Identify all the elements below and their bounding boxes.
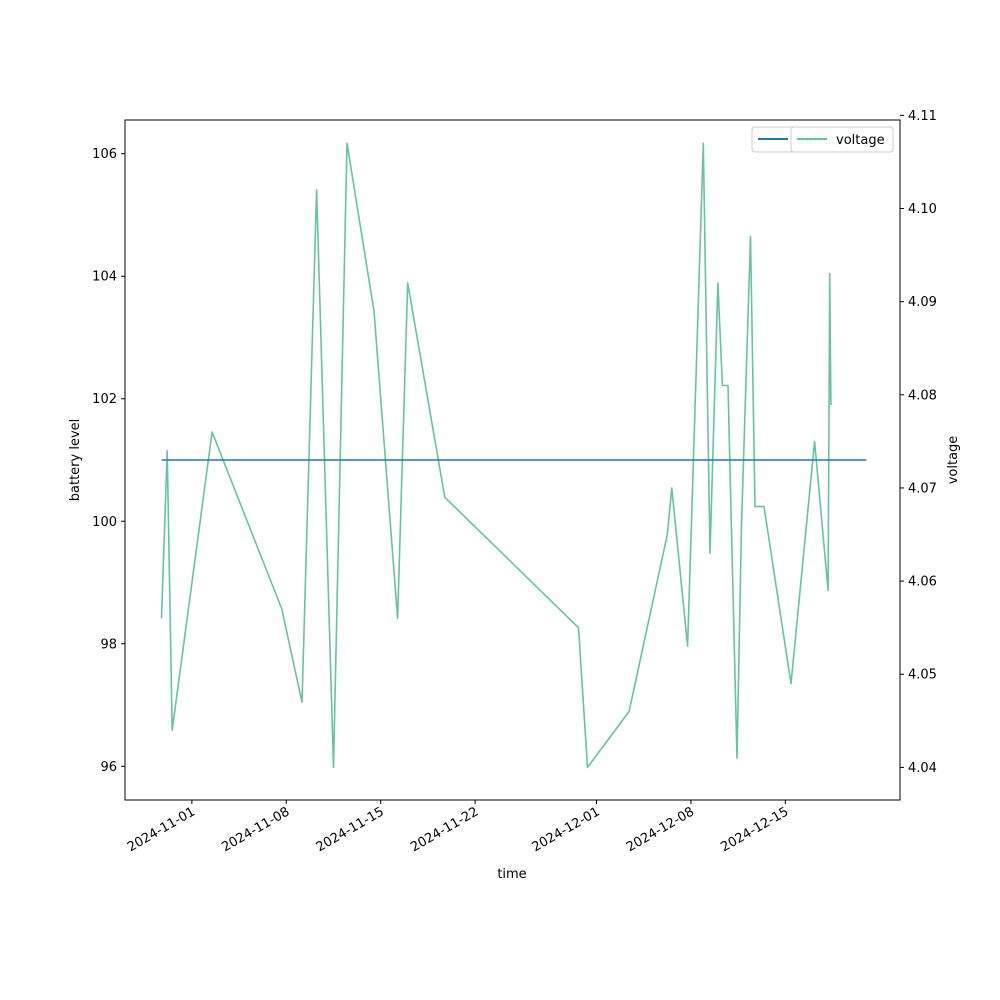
y-left-tick-label: 102 (92, 392, 117, 407)
legend-box (790, 126, 894, 153)
x-axis-label: time (497, 867, 526, 882)
y-right-tick-label: 4.11 (908, 109, 937, 124)
y-right-tick-label: 4.05 (908, 668, 937, 683)
plot-frame (124, 119, 901, 801)
y-right-tick-label: 4.08 (908, 388, 937, 403)
y-axis-left-label: battery level (68, 419, 83, 502)
y-left-tick-label: 104 (92, 270, 117, 285)
y-right-tick-label: 4.07 (908, 481, 937, 496)
y-axis-right: 4.04 4.05 4.06 4.07 4.08 4.09 4.10 4.11 (900, 109, 937, 776)
y-right-tick-label: 4.06 (908, 575, 937, 590)
y-right-tick-label: 4.10 (908, 202, 937, 217)
series-line-voltage (160, 142, 832, 769)
y-right-tick-label: 4.09 (908, 295, 937, 310)
series-layer (160, 142, 867, 769)
y-left-tick-label: 100 (92, 515, 117, 530)
y-axis-right-label: voltage (946, 436, 961, 485)
y-right-tick-label: 4.04 (908, 761, 937, 776)
y-left-tick-label: 106 (92, 147, 117, 162)
y-left-tick-label: 96 (100, 760, 117, 775)
y-axis-left: 96 98 100 102 104 106 (92, 147, 125, 775)
y-left-tick-label: 98 (100, 637, 117, 652)
legend-voltage: voltage (790, 126, 894, 153)
legend-label: voltage (836, 133, 885, 148)
